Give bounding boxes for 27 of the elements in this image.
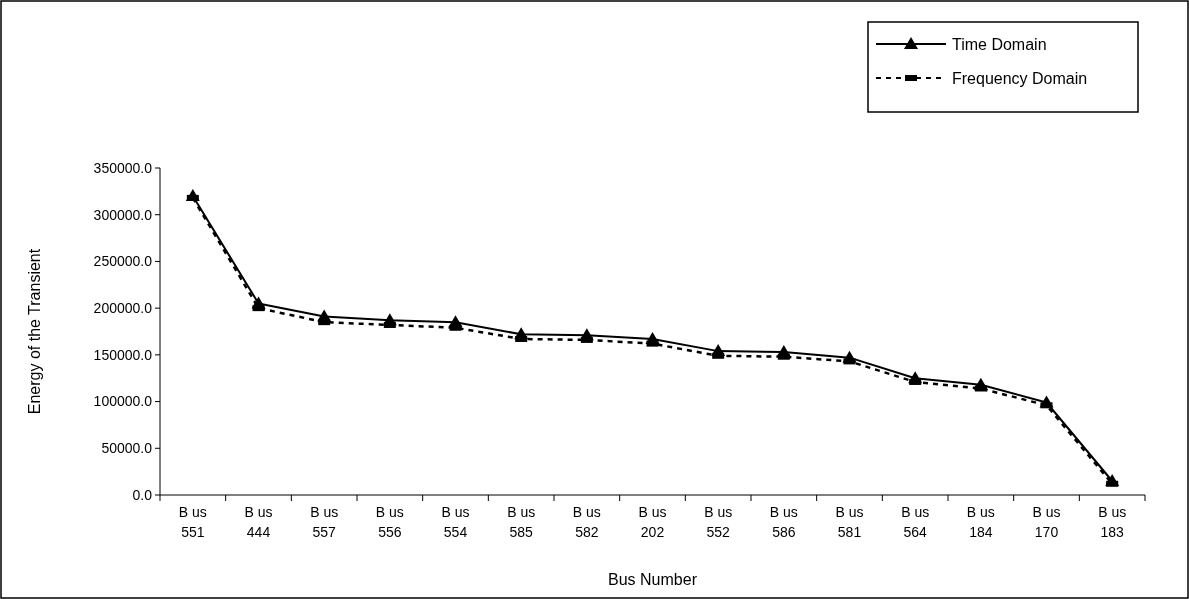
x-tick-label: B us 202 bbox=[638, 504, 667, 540]
x-tick-label: B us 184 bbox=[966, 504, 995, 540]
x-tick-label: B us 557 bbox=[310, 504, 339, 540]
y-tick-label: 0.0 bbox=[132, 486, 153, 503]
x-tick-label: B us 170 bbox=[1032, 504, 1061, 540]
x-tick-label: B us 444 bbox=[244, 504, 273, 540]
x-tick-label: B us 556 bbox=[375, 504, 404, 540]
legend-label: Time Domain bbox=[952, 35, 1047, 53]
y-tick-label: 300000.0 bbox=[93, 206, 153, 223]
y-tick-label: 250000.0 bbox=[93, 253, 153, 270]
x-tick-label: B us 552 bbox=[704, 504, 733, 540]
x-tick-label: B us 183 bbox=[1098, 504, 1127, 540]
y-tick-label: 350000.0 bbox=[93, 159, 153, 176]
y-tick-label: 200000.0 bbox=[93, 300, 153, 317]
x-tick-label: B us 581 bbox=[835, 504, 864, 540]
x-axis-title: Bus Number bbox=[608, 571, 698, 588]
y-tick-label: 50000.0 bbox=[101, 440, 153, 457]
y-tick-label: 100000.0 bbox=[93, 393, 153, 410]
y-tick-label: 150000.0 bbox=[93, 346, 153, 363]
legend-label: Frequency Domain bbox=[952, 69, 1088, 87]
y-axis-title: Energy of the Transient bbox=[26, 248, 43, 415]
x-tick-label: B us 585 bbox=[507, 504, 536, 540]
x-tick-label: B us 586 bbox=[769, 504, 798, 540]
x-tick-label: B us 564 bbox=[901, 504, 930, 540]
x-tick-label: B us 551 bbox=[178, 504, 207, 540]
x-tick-label: B us 554 bbox=[441, 504, 470, 540]
x-tick-label: B us 582 bbox=[572, 504, 601, 540]
